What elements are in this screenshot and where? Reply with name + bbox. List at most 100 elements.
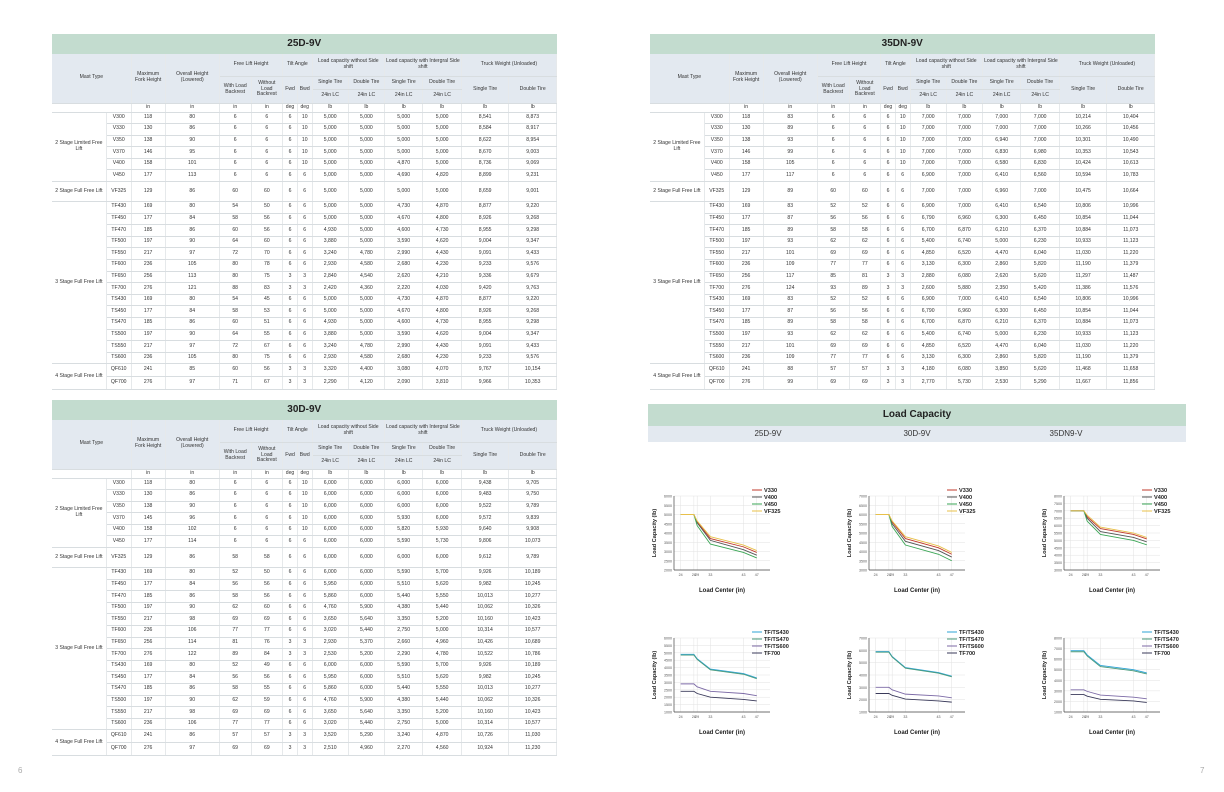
spec-value: 5,000 (348, 123, 385, 136)
unit-label: deg (880, 103, 896, 113)
unit-label: lb (946, 103, 983, 113)
mast-model: V350 (106, 501, 132, 514)
spec-value: 5,510 (384, 579, 424, 592)
spec-value: 10 (297, 146, 313, 159)
spec-value: 6 (297, 613, 313, 627)
unit-label: lb (910, 103, 947, 113)
spec-value: 84 (165, 579, 220, 592)
spec-value: 6,000 (422, 501, 462, 514)
x-axis-title: Load Center (in) (1089, 588, 1135, 594)
mast-model: TF700 (106, 648, 132, 661)
y-tick-label: 5000 (859, 532, 867, 536)
table-row: TF650 256 117 85 81 3 3 2,880 6,080 2,620 5,620 11,… (650, 271, 1155, 284)
col-double-tire: Double Tire (508, 442, 557, 470)
spec-value: 2,860 (982, 352, 1022, 365)
x-tick-label: 24 (874, 573, 878, 577)
col-24in-lc: 24in LC (1020, 89, 1060, 104)
col-double-tire: Double Tire (422, 76, 462, 90)
x-tick-label: 43 (937, 715, 941, 719)
spec-value: 7,000 (946, 201, 983, 214)
x-tick-label: 33 (1098, 573, 1102, 577)
spec-value: 6,000 (312, 547, 349, 569)
spec-value: 9,091 (461, 247, 510, 261)
spec-value: 4,380 (384, 695, 424, 708)
spec-value: 89 (219, 648, 252, 661)
spec-value: 10,353 (508, 376, 557, 391)
spec-value: 83 (763, 294, 818, 307)
mast-model: V370 (704, 146, 730, 159)
spec-value: 86 (165, 489, 220, 502)
spec-value: 177 (131, 579, 166, 592)
mast-model: V370 (106, 512, 132, 525)
spec-value: 10 (297, 158, 313, 171)
spec-value: 77 (219, 625, 252, 638)
col-bwd: Bwd (297, 442, 313, 470)
legend-label: V450 (1154, 502, 1167, 508)
spec-value: 80 (165, 567, 220, 580)
spec-value: 5,000 (422, 146, 462, 159)
spec-value: 9,298 (508, 224, 557, 237)
spec-value: 177 (131, 169, 166, 183)
mast-model: TS470 (106, 317, 132, 330)
spec-value: 96 (165, 512, 220, 525)
spec-value: 58 (219, 305, 252, 318)
spec-value: 11,044 (1106, 213, 1155, 226)
unit-spacer (650, 103, 730, 113)
spec-value: 6 (817, 123, 850, 136)
mast-group-name: 2 Stage Limited Free Lift (52, 478, 107, 549)
table-row: V370 145 96 6 6 6 10 6,000 6,000 5,930 6,000 9,572 9… (52, 512, 557, 525)
col-bwd: Bwd (895, 76, 911, 104)
spec-value: 6 (297, 181, 313, 203)
spec-value: 6 (282, 478, 298, 491)
spec-value: 11,030 (1059, 340, 1108, 353)
spec-value: 6 (282, 169, 298, 183)
col-without-backrest: Without Load Backrest (251, 76, 284, 104)
unit-label: lb (1106, 103, 1155, 113)
spec-value: 6 (297, 535, 313, 549)
spec-value: 9,004 (461, 329, 510, 342)
table-row: TS430 169 80 54 45 6 6 5,000 5,000 4,730 4,870 8,87… (52, 294, 557, 307)
table-row: 2 Stage Full Free Lift VF325 129 86 60 60 6 6 5,… (52, 181, 557, 203)
y-tick-label: 7000 (1054, 647, 1062, 651)
spec-value: 6 (297, 683, 313, 696)
spec-value: 4,850 (910, 340, 947, 353)
spec-value: 10,726 (461, 729, 510, 744)
mast-model: TS600 (106, 718, 132, 731)
spec-value: 4,360 (348, 282, 385, 295)
spec-value: 6 (880, 146, 896, 159)
spec-value: 5,290 (1020, 376, 1060, 391)
legend-label: TF/TS430 (1154, 630, 1179, 636)
spec-value: 3,650 (312, 613, 349, 627)
spec-value: 146 (729, 146, 764, 159)
spec-value: 4,210 (422, 271, 462, 284)
table-row: TF550 217 98 69 69 6 6 3,650 5,640 3,350 5,200 10,1… (52, 613, 557, 627)
col-free-lift-height: Free Lift Height (219, 54, 284, 77)
mast-group-name: 3 Stage Full Free Lift (52, 567, 107, 731)
legend-label: V330 (764, 488, 777, 494)
spec-value: 6 (880, 352, 896, 365)
spec-value: 89 (763, 317, 818, 330)
spec-value: 5,000 (348, 224, 385, 237)
table-row: TF600 236 105 80 78 6 6 2,930 4,580 2,680 4,230 9,2… (52, 259, 557, 272)
spec-value: 6,230 (1020, 236, 1060, 249)
spec-value: 57 (219, 729, 252, 744)
unit-label: lb (982, 103, 1022, 113)
table-row: TF500 197 90 62 60 6 6 4,760 5,900 4,380 5,440 10,0… (52, 602, 557, 615)
spec-value: 11,044 (1106, 305, 1155, 318)
spec-value: 10,854 (1059, 305, 1108, 318)
spec-value: 241 (729, 363, 764, 378)
col-truck-weight: Truck Weight (Unloaded) (461, 54, 558, 77)
spec-value: 6 (880, 123, 896, 136)
spec-value: 9,576 (508, 259, 557, 272)
spec-value: 6 (297, 602, 313, 615)
spec-value: 256 (131, 637, 166, 650)
spec-value: 62 (817, 329, 850, 342)
spec-value: 105 (763, 158, 818, 171)
spec-value: 80 (165, 201, 220, 214)
x-axis-title: Load Center (in) (699, 588, 745, 594)
spec-value: 5,930 (384, 512, 424, 525)
spec-value: 69 (251, 742, 284, 757)
mast-model: TS500 (106, 695, 132, 708)
spec-value: 3,590 (384, 236, 424, 249)
spec-value: 10,806 (1059, 201, 1108, 214)
